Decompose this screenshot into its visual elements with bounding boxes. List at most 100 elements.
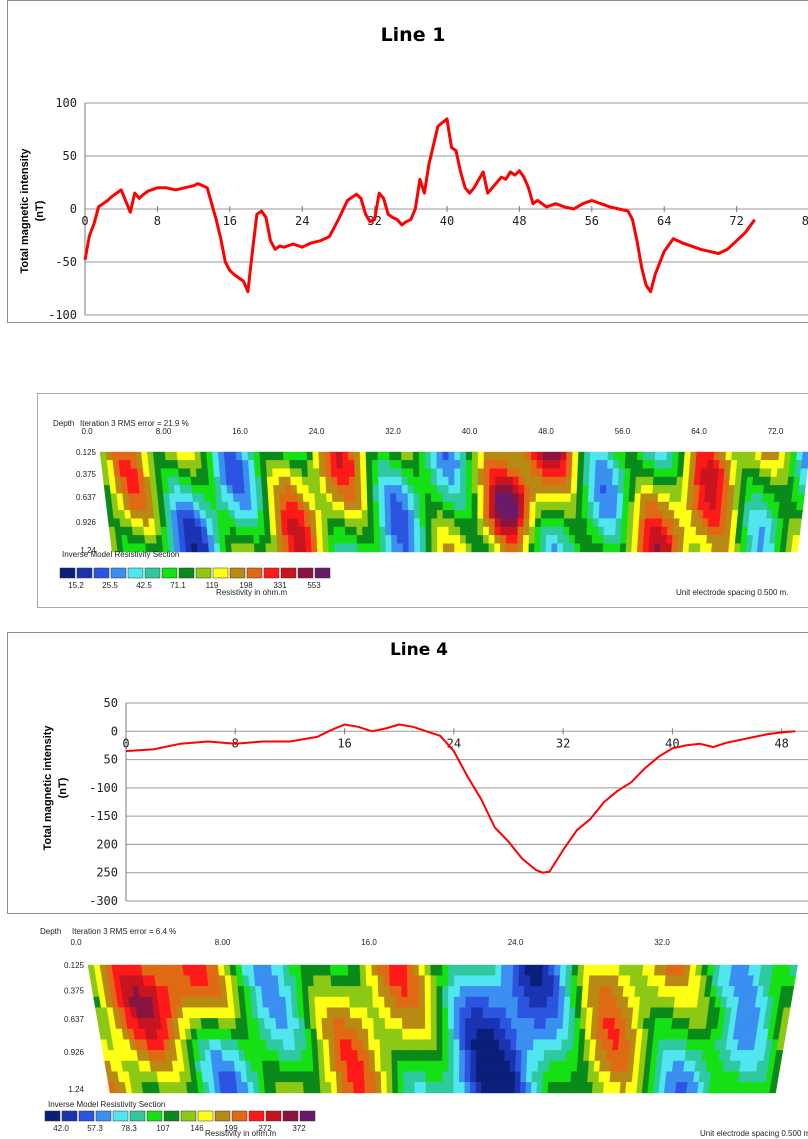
- section-cell: [395, 996, 403, 1008]
- section-cell: [505, 526, 513, 536]
- section-cell: [489, 468, 497, 478]
- section-cell: [453, 1071, 461, 1083]
- section-cell: [391, 543, 399, 553]
- section-cell: [506, 510, 514, 519]
- section-cell: [530, 451, 539, 461]
- section-cell: [483, 510, 491, 519]
- section-cell: [436, 1060, 444, 1072]
- section-cell: [436, 1050, 444, 1062]
- section-cell: [442, 1028, 450, 1040]
- section-cell: [513, 451, 521, 461]
- section-cell: [436, 476, 444, 486]
- y-tick-label: 50: [104, 696, 118, 710]
- section-cell: [431, 535, 439, 544]
- section-cell: [436, 964, 444, 976]
- section-cell: [471, 535, 479, 544]
- section-cell: [489, 501, 496, 511]
- legend-swatch: [314, 567, 331, 579]
- section-cell: [494, 543, 502, 553]
- x-tick-label: 32.0: [385, 427, 401, 436]
- section-cell: [459, 986, 467, 998]
- section-cell: [495, 468, 503, 478]
- legend-swatch: [265, 1110, 282, 1122]
- section-cell: [408, 526, 416, 536]
- section-cell: [471, 485, 479, 494]
- section-cell: [408, 1039, 415, 1051]
- section-cell: [430, 493, 438, 503]
- section-cell: [460, 493, 467, 503]
- x-tick-label: 40: [440, 214, 454, 228]
- section-cell: [395, 986, 403, 998]
- section-cell: [471, 996, 479, 1008]
- depth-tick-label: 0.125: [64, 961, 85, 970]
- section-cell: [477, 451, 485, 461]
- section-cell: [448, 1007, 455, 1019]
- section-cell: [442, 476, 450, 486]
- section-cell: [396, 1007, 404, 1019]
- y-tick-label: -50: [55, 255, 77, 269]
- section-cell: [448, 543, 456, 553]
- section-cell: [407, 485, 415, 494]
- section-cell: [384, 518, 392, 528]
- section-cell: [500, 501, 508, 511]
- section-cell: [494, 510, 502, 519]
- section-cell: [437, 543, 444, 553]
- section-cell: [511, 535, 519, 544]
- section-cell: [454, 485, 462, 494]
- section-cell: [495, 451, 503, 461]
- section-cell: [448, 451, 456, 461]
- section-cell: [413, 460, 421, 469]
- section-cell: [477, 975, 485, 987]
- x-tick-label: 8.00: [215, 938, 231, 947]
- section-cell: [512, 468, 520, 478]
- section-cell: [430, 986, 438, 998]
- section-cell: [408, 1050, 416, 1062]
- section-cell: [372, 485, 380, 494]
- section-cell: [431, 1060, 438, 1072]
- section-cell: [390, 485, 398, 494]
- section-cell: [460, 476, 468, 486]
- section-cell: [477, 460, 485, 469]
- section-cell: [471, 964, 479, 976]
- section-cell: [454, 460, 462, 469]
- section-cell: [407, 451, 415, 461]
- section-cell: [489, 460, 497, 469]
- y-tick-label: -150: [89, 809, 118, 823]
- section-cell: [477, 493, 485, 503]
- section-cell: [453, 1007, 461, 1019]
- section-cell: [402, 501, 409, 511]
- section-cell: [425, 510, 433, 519]
- section-cell: [454, 468, 462, 478]
- section-cell: [453, 996, 461, 1008]
- section-cell: [401, 996, 409, 1008]
- legend-swatch: [44, 1110, 61, 1122]
- section-cell: [436, 996, 444, 1008]
- section-cell: [459, 1039, 467, 1051]
- section-cell: [448, 501, 456, 511]
- section-cell: [454, 451, 462, 461]
- section-cell: [507, 451, 515, 461]
- section-cell: [524, 451, 533, 461]
- section-cell: [523, 518, 531, 528]
- section-cell: [379, 526, 387, 536]
- section-cell: [391, 535, 399, 544]
- section-cell: [414, 543, 422, 553]
- section-cell: [494, 501, 502, 511]
- section-cell: [477, 543, 484, 553]
- section-cell: [453, 986, 461, 998]
- section-cell: [407, 476, 415, 486]
- line4-resistivity-section: Depth Iteration 3 RMS error = 6.4 % 0.12…: [0, 918, 808, 1139]
- section-cell: [425, 485, 433, 494]
- section-cell: [464, 1039, 472, 1051]
- x-tick-label: 48: [512, 214, 526, 228]
- section-cell: [494, 535, 502, 544]
- iteration-label: Iteration 3 RMS error = 21.9 %: [80, 419, 189, 428]
- section-cell: [798, 476, 807, 486]
- section-cell: [390, 493, 398, 503]
- section-cell: [518, 460, 527, 469]
- section-cell: [389, 964, 397, 976]
- section-cell: [419, 476, 427, 486]
- section-cell: [471, 543, 479, 553]
- legend-value: 553: [307, 581, 321, 590]
- section-cell: [471, 460, 479, 469]
